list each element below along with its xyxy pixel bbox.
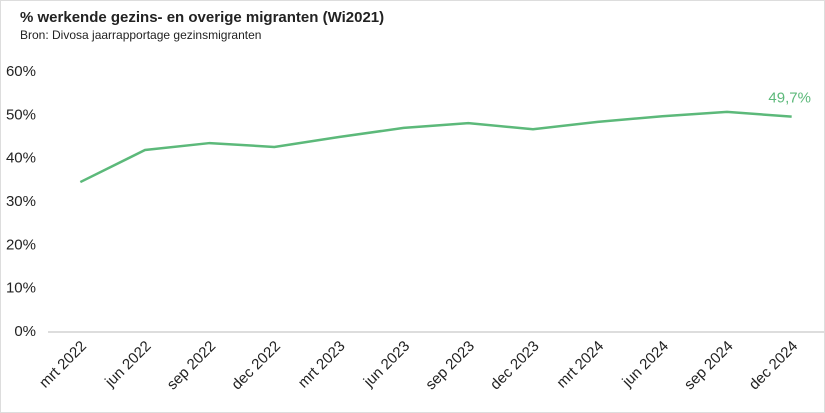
- y-tick-label: 40%: [6, 150, 36, 167]
- y-tick-label: 60%: [6, 63, 36, 80]
- y-tick-label: 20%: [6, 236, 36, 253]
- chart-title: % werkende gezins- en overige migranten …: [20, 9, 384, 26]
- value-label: 49,7%: [768, 90, 811, 107]
- y-tick-label: 30%: [6, 193, 36, 210]
- y-tick-label: 10%: [6, 280, 36, 297]
- data-line: [79, 110, 792, 184]
- chart-subtitle: Bron: Divosa jaarrapportage gezinsmigran…: [20, 28, 261, 42]
- y-tick-label: 0%: [14, 323, 36, 340]
- y-tick-label: 50%: [6, 106, 36, 123]
